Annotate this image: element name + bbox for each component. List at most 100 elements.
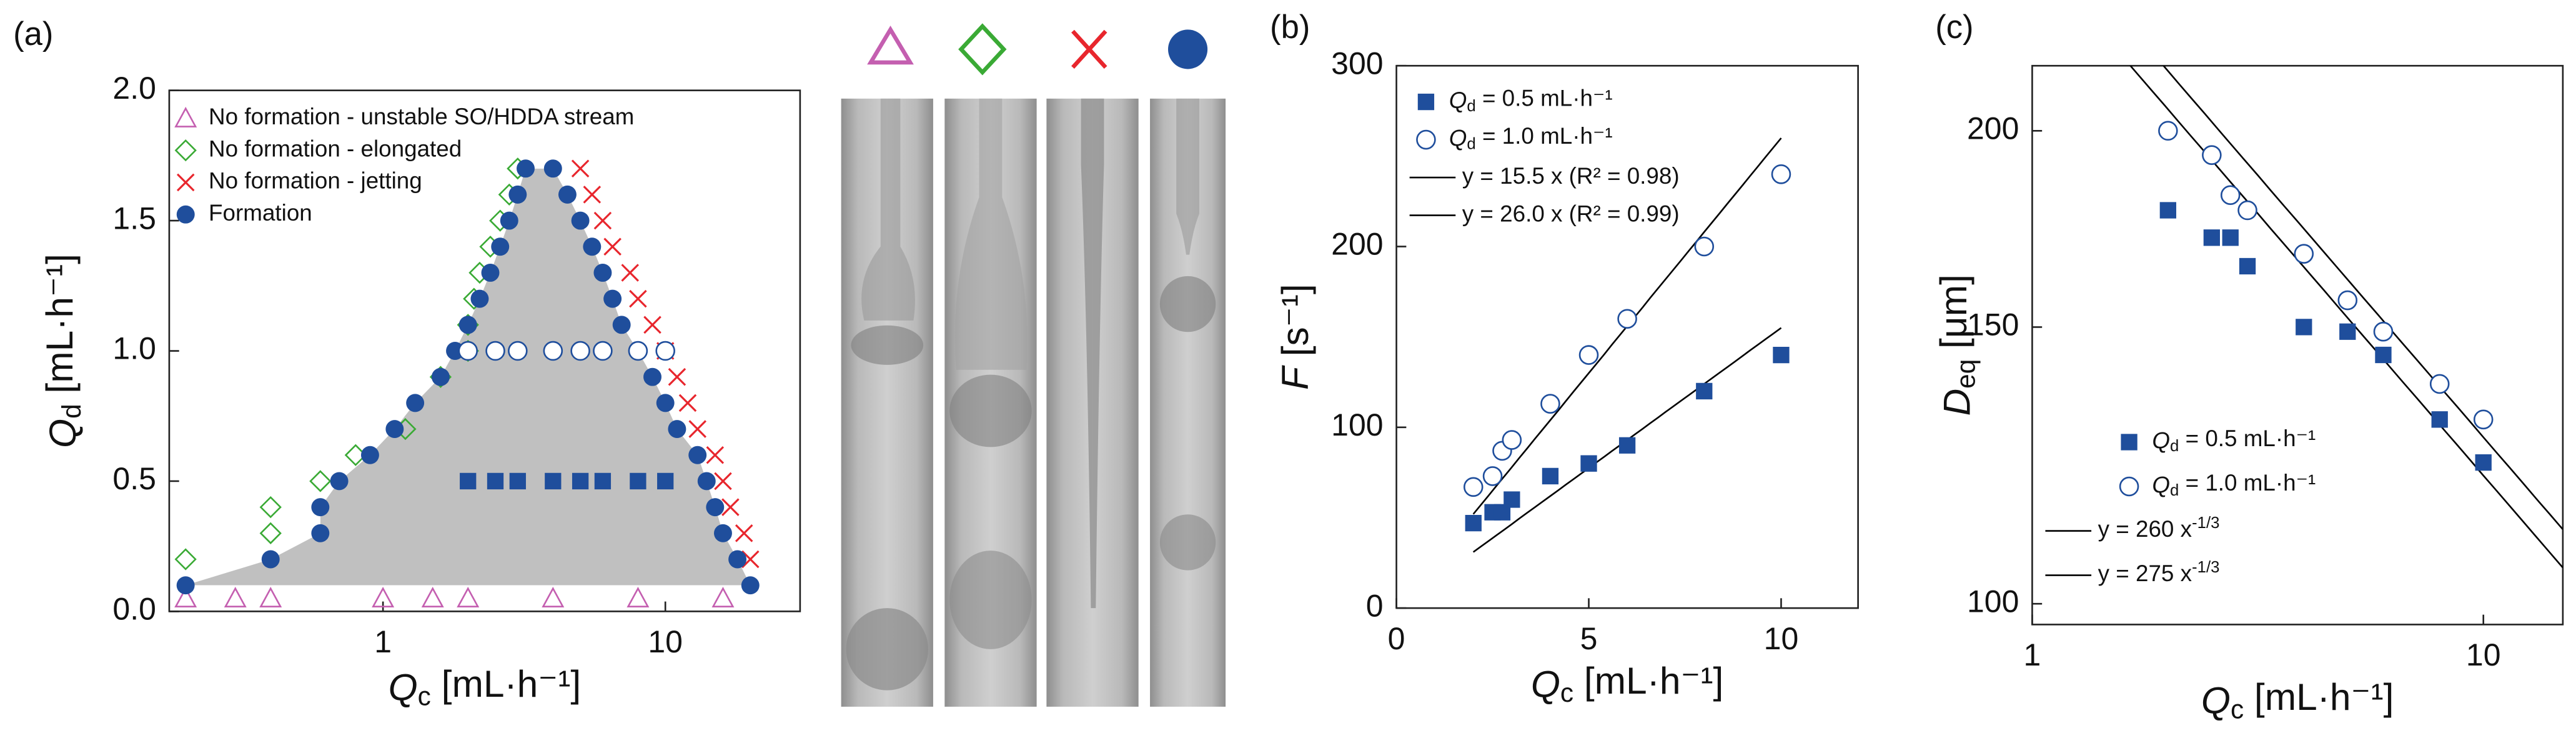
legend-label: Qd = 1.0 mL·h⁻¹ bbox=[1449, 123, 1613, 152]
x-tick-label: 0 bbox=[1388, 621, 1405, 656]
legend-marker bbox=[176, 173, 195, 192]
panel-label: (a) bbox=[13, 16, 53, 52]
marker bbox=[1482, 466, 1503, 486]
y-tick-label: 100 bbox=[1331, 407, 1383, 442]
marker bbox=[1503, 491, 1520, 508]
marker bbox=[421, 587, 444, 607]
legend-label: No formation - elongated bbox=[209, 136, 462, 161]
x-axis-label: Qc [mL·h⁻¹] bbox=[389, 662, 582, 711]
x-axis-label: Qc [mL·h⁻¹] bbox=[2201, 676, 2394, 724]
y-tick-label: 0.5 bbox=[112, 461, 156, 496]
marker bbox=[571, 211, 590, 230]
marker bbox=[655, 341, 675, 361]
marker bbox=[487, 472, 504, 490]
legend-marker bbox=[176, 205, 195, 224]
marker bbox=[643, 367, 661, 386]
axes-frame bbox=[1395, 64, 1859, 609]
x-tick-label: 1 bbox=[2024, 637, 2041, 672]
marker bbox=[643, 316, 661, 334]
marker bbox=[1771, 164, 1791, 184]
y-tick-label: 2.0 bbox=[112, 71, 156, 106]
marker bbox=[508, 185, 527, 204]
marker bbox=[688, 446, 707, 464]
marker bbox=[406, 394, 425, 412]
marker bbox=[330, 472, 349, 491]
legend-marker bbox=[2121, 434, 2138, 451]
marker bbox=[491, 237, 510, 256]
marker bbox=[593, 263, 612, 282]
legend-label: y = 275 x-1/3 bbox=[2098, 559, 2220, 587]
marker bbox=[1465, 514, 1482, 532]
marker bbox=[385, 420, 404, 439]
marker bbox=[621, 264, 639, 282]
marker bbox=[481, 263, 500, 282]
panel-label: (b) bbox=[1270, 9, 1310, 46]
marker bbox=[1694, 236, 1715, 257]
marker bbox=[431, 367, 450, 386]
legend-label: Qd = 0.5 mL·h⁻¹ bbox=[1449, 85, 1613, 114]
marker bbox=[458, 316, 477, 334]
marker bbox=[543, 159, 562, 178]
marker bbox=[1540, 394, 1560, 414]
marker bbox=[628, 341, 648, 361]
icon-triangle bbox=[867, 25, 914, 65]
marker bbox=[174, 587, 197, 607]
legend-label: y = 260 x-1/3 bbox=[2098, 514, 2220, 542]
photo-drop bbox=[949, 551, 1032, 649]
photo-panel bbox=[841, 23, 1226, 707]
marker bbox=[2158, 121, 2178, 141]
photo-drop bbox=[1159, 276, 1216, 332]
photo-stream bbox=[954, 98, 1028, 370]
marker bbox=[657, 472, 674, 490]
y-tick-label: 1.5 bbox=[112, 201, 156, 236]
marker bbox=[509, 472, 526, 490]
marker bbox=[2431, 411, 2448, 428]
y-tick-label: 300 bbox=[1331, 46, 1383, 81]
marker bbox=[2339, 323, 2356, 340]
legend-label: Qd = 1.0 mL·h⁻¹ bbox=[2152, 470, 2316, 499]
x-axis-label: Qc [mL·h⁻¹] bbox=[1531, 659, 1724, 707]
marker bbox=[259, 522, 282, 544]
legend-label: No formation - jetting bbox=[209, 168, 422, 194]
marker bbox=[583, 237, 602, 256]
marker bbox=[1696, 382, 1713, 400]
marker bbox=[1617, 309, 1637, 329]
legend-label-sup: -1/3 bbox=[2192, 559, 2219, 576]
marker bbox=[2373, 322, 2394, 342]
photo-drop bbox=[851, 325, 924, 365]
marker bbox=[583, 186, 602, 204]
marker bbox=[706, 446, 725, 464]
marker bbox=[2237, 200, 2257, 221]
marker bbox=[741, 576, 760, 595]
marker bbox=[688, 420, 706, 438]
marker bbox=[2294, 244, 2314, 264]
x-tick-label: 5 bbox=[1580, 621, 1598, 656]
y-tick-label: 150 bbox=[1967, 307, 2019, 342]
marker bbox=[309, 470, 332, 492]
marker bbox=[668, 420, 686, 439]
marker bbox=[697, 472, 716, 491]
marker bbox=[603, 289, 622, 308]
marker bbox=[2202, 145, 2222, 165]
marker bbox=[735, 524, 753, 542]
y-axis-label: Qd [mL·h⁻¹] bbox=[38, 254, 86, 448]
legend-label-sup: -1/3 bbox=[2192, 514, 2219, 532]
marker bbox=[542, 587, 565, 607]
marker bbox=[1578, 345, 1599, 365]
marker bbox=[1502, 430, 1522, 450]
marker bbox=[2429, 374, 2450, 394]
marker bbox=[629, 289, 647, 308]
y-tick-label: 0 bbox=[1366, 588, 1384, 623]
x-tick-label: 1 bbox=[374, 624, 392, 659]
x-tick-label: 10 bbox=[1764, 621, 1799, 656]
legend-label: Formation bbox=[209, 200, 312, 226]
marker bbox=[572, 472, 589, 490]
x-tick-label: 10 bbox=[2466, 637, 2501, 672]
marker bbox=[668, 367, 686, 386]
legend-marker bbox=[174, 139, 197, 162]
marker bbox=[594, 472, 612, 490]
photo-drop bbox=[949, 374, 1032, 447]
marker bbox=[311, 524, 330, 542]
marker bbox=[1542, 467, 1559, 485]
marker bbox=[721, 498, 740, 516]
